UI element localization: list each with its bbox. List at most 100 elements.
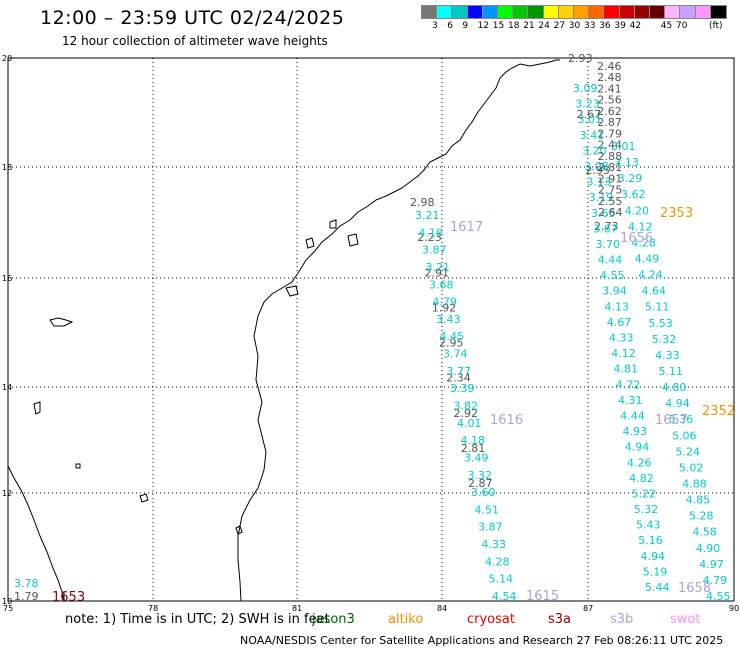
wave-height-value: 4.80 (662, 381, 687, 394)
colorbar-label: 30 (568, 21, 581, 31)
wave-height-value: 3.29 (618, 172, 643, 185)
colorbar-swatch (709, 5, 727, 19)
colorbar-label: 70 (676, 21, 688, 31)
track-time-label: 1617 (450, 220, 483, 235)
wave-height-value: 3.23 (575, 98, 600, 111)
island-4 (139, 493, 149, 503)
island-7 (305, 237, 315, 249)
wave-height-value: 2.81 (598, 161, 623, 174)
wave-height-value: 2.92 (454, 407, 479, 420)
wave-height-value: 3.77 (447, 365, 472, 378)
colorbar-unit: (ft) (709, 21, 723, 31)
lat-label: 14 (2, 383, 12, 392)
wave-height-value: 4.79 (703, 574, 728, 587)
wave-height-value: 4.82 (629, 472, 654, 485)
wave-height-value: 3.82 (454, 400, 479, 413)
wave-height-value: 4.81 (614, 363, 639, 376)
track-time-labels: 1617 1616 1615 2353 2352 1656 1657 1658 1653 (52, 206, 735, 605)
coastline-mainland (7, 59, 560, 602)
wave-height-value: 4.24 (638, 269, 663, 282)
track-time-label: 1658 (678, 581, 711, 596)
colorbar-label: 24 (538, 21, 550, 31)
wave-height-value: 2.95 (585, 164, 610, 177)
wave-height-value: 4.31 (618, 394, 643, 407)
wave-height-value: 4.28 (631, 236, 656, 249)
wave-height-value: 4.12 (628, 220, 653, 233)
colorbar-label: 3 (432, 21, 438, 31)
wave-height-value: 3.94 (602, 285, 627, 298)
wave-height-value: 3.08 (584, 160, 609, 173)
wave-height-value: 2.64 (598, 206, 623, 219)
map-frame (7, 57, 735, 602)
lon-label: 84 (437, 604, 447, 613)
wave-height-value: 3.67 (593, 222, 618, 235)
footer-credit: NOAA/NESDIS Center for Satellite Applica… (240, 634, 724, 647)
wave-height-value: 1.92 (432, 301, 457, 314)
wave-height-value: 5.36 (669, 413, 694, 426)
lon-label: 78 (148, 604, 158, 613)
wave-height-value: 5.32 (634, 503, 659, 516)
wave-height-value: 4.33 (655, 349, 680, 362)
wave-height-value: 4.18 (461, 434, 486, 447)
wave-height-value: 5.02 (679, 461, 704, 474)
wave-height-value: 2.93 (568, 52, 593, 65)
wave-height-value: 4.67 (607, 316, 632, 329)
wave-height-value: 3.87 (422, 244, 447, 257)
colorbar-label: 12 (477, 21, 490, 31)
wave-height-value: 3.09 (573, 82, 598, 95)
map-subtitle: 12 hour collection of altimeter wave hei… (62, 34, 328, 48)
wave-height-value: 3.19 (589, 191, 614, 204)
wave-height-value: 5.28 (689, 510, 714, 523)
wave-height-value: 5.24 (675, 445, 700, 458)
wave-height-value: 5.11 (645, 301, 670, 314)
wave-height-value: 2.95 (439, 337, 464, 350)
wave-height-value: 2.23 (417, 231, 442, 244)
island-9 (329, 219, 337, 229)
wave-height-value: 4.13 (605, 300, 630, 313)
wave-height-value: 3.68 (429, 278, 454, 291)
wave-height-value: 2.75 (598, 184, 623, 197)
wave-height-value: 3.39 (450, 382, 475, 395)
wave-height-value: 2.73 (594, 220, 619, 233)
track-time-label: 1653 (52, 590, 85, 605)
lon-label: 90 (729, 604, 739, 613)
track-time-label: 2353 (660, 206, 693, 221)
wave-height-value: 2.34 (446, 372, 471, 385)
wave-height-value: 2.62 (597, 105, 622, 118)
wave-height-value: 2.98 (410, 196, 435, 209)
wave-height-value: 5.22 (632, 487, 657, 500)
wave-height-value: 4.93 (623, 425, 648, 438)
colorbar-label: 27 (553, 21, 566, 31)
wave-height-value: 3.60 (471, 486, 496, 499)
lon-label: 87 (583, 604, 593, 613)
wave-height-value: 3.74 (443, 348, 468, 361)
wave-height-value: 4.28 (485, 555, 510, 568)
note-text: note: 1) Time is in UTC; 2) SWH is in fe… (65, 612, 330, 627)
lat-label: 18 (2, 163, 12, 172)
wave-height-value: 4.79 (433, 296, 458, 309)
wave-height-value: 2.87 (468, 477, 493, 490)
wave-height-value: 5.14 (489, 573, 514, 586)
wave-height-value: 2.46 (597, 60, 622, 73)
wave-height-value: 4.64 (642, 285, 667, 298)
wave-height-value: 3.13 (587, 176, 612, 189)
lat-label: 16 (2, 274, 12, 283)
satellite-legend-item: swot (670, 612, 701, 627)
track-time-label: 1657 (655, 413, 688, 428)
wave-height-value: 4.72 (616, 378, 641, 391)
wave-height-value: 4.49 (635, 253, 660, 266)
satellite-legend-item: s3a (548, 612, 572, 627)
colorbar-label: 21 (523, 21, 535, 31)
wave-height-value: 3.49 (464, 451, 489, 464)
wave-height-value: 3.01 (578, 113, 603, 126)
wave-height-value: 3.32 (468, 469, 493, 482)
wave-height-value: 2.81 (461, 442, 486, 455)
wave-height-value: 4.51 (475, 503, 500, 516)
wave-height-value: 5.32 (652, 333, 677, 346)
island-3 (75, 463, 81, 469)
colorbar-label: 6 (447, 21, 453, 31)
wave-height-value: 4.55 (706, 590, 731, 603)
colorbar-label: 33 (584, 21, 596, 31)
wave-height-value: 4.12 (611, 347, 636, 360)
